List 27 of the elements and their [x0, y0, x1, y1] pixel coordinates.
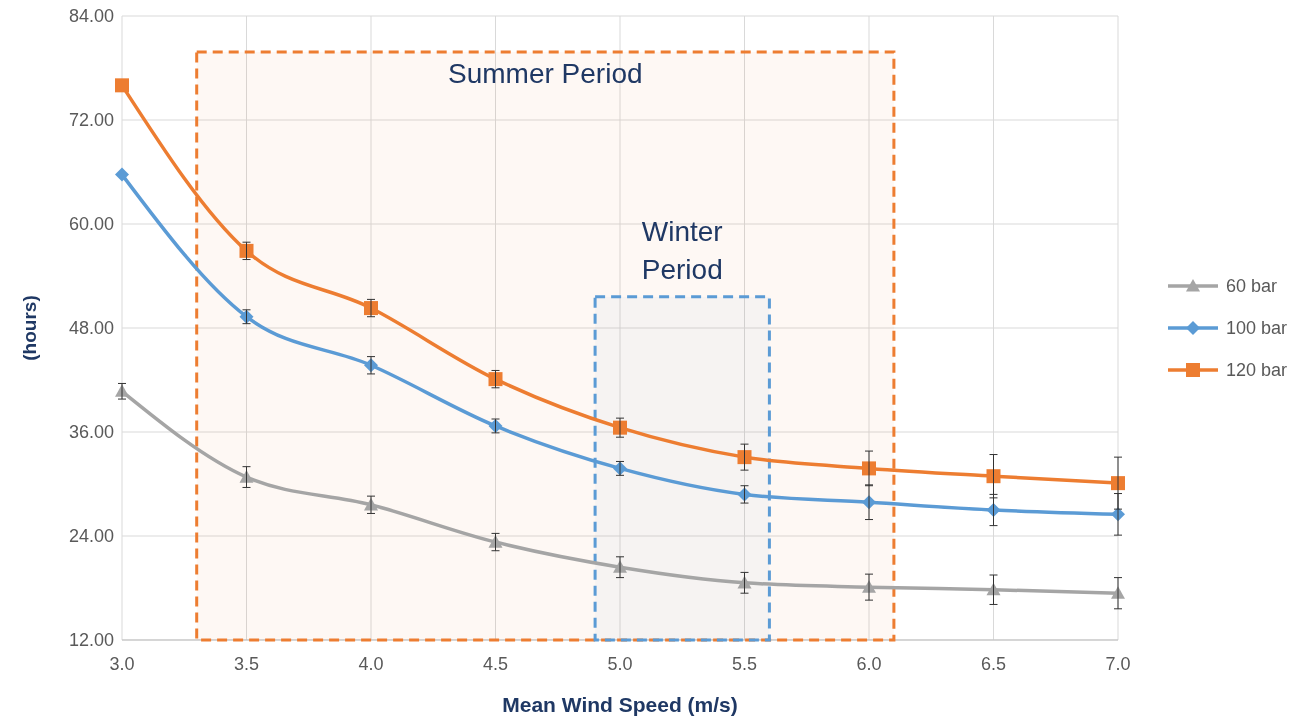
x-tick-label: 7.0 — [1105, 654, 1131, 674]
point — [115, 167, 129, 182]
x-tick-label: 4.0 — [358, 654, 384, 674]
legend-label: 120 bar — [1226, 360, 1288, 381]
band-label: Summer Period — [448, 57, 643, 89]
y-tick-label: 72.00 — [68, 110, 114, 131]
band-label: Winter Period — [641, 216, 723, 286]
x-tick-label: 4.5 — [482, 654, 509, 674]
x-tick-label: 5.0 — [607, 654, 633, 674]
point — [115, 78, 129, 93]
x-tick-label: 6.5 — [980, 654, 1007, 674]
legend-label: 100 bar — [1226, 318, 1288, 339]
y-axis-title: (hours) — [19, 295, 40, 361]
y-tick-label: 60.00 — [68, 214, 114, 235]
y-tick-label: 36.00 — [68, 422, 114, 443]
x-tick-label: 3.5 — [233, 654, 260, 674]
x-axis-title: Mean Wind Speed (m/s) — [502, 693, 738, 716]
x-tick-label: 3.0 — [109, 654, 135, 674]
point — [986, 469, 1001, 484]
y-tick-label: 84.00 — [68, 6, 114, 27]
y-tick-label: 12.00 — [68, 630, 114, 651]
y-tick-label: 24.00 — [68, 526, 114, 547]
x-tick-label: 5.5 — [731, 654, 758, 674]
x-tick-label: 6.0 — [856, 654, 882, 674]
y-tick-label: 48.00 — [68, 318, 114, 339]
legend-label: 60 bar — [1226, 276, 1278, 297]
point — [737, 450, 752, 465]
